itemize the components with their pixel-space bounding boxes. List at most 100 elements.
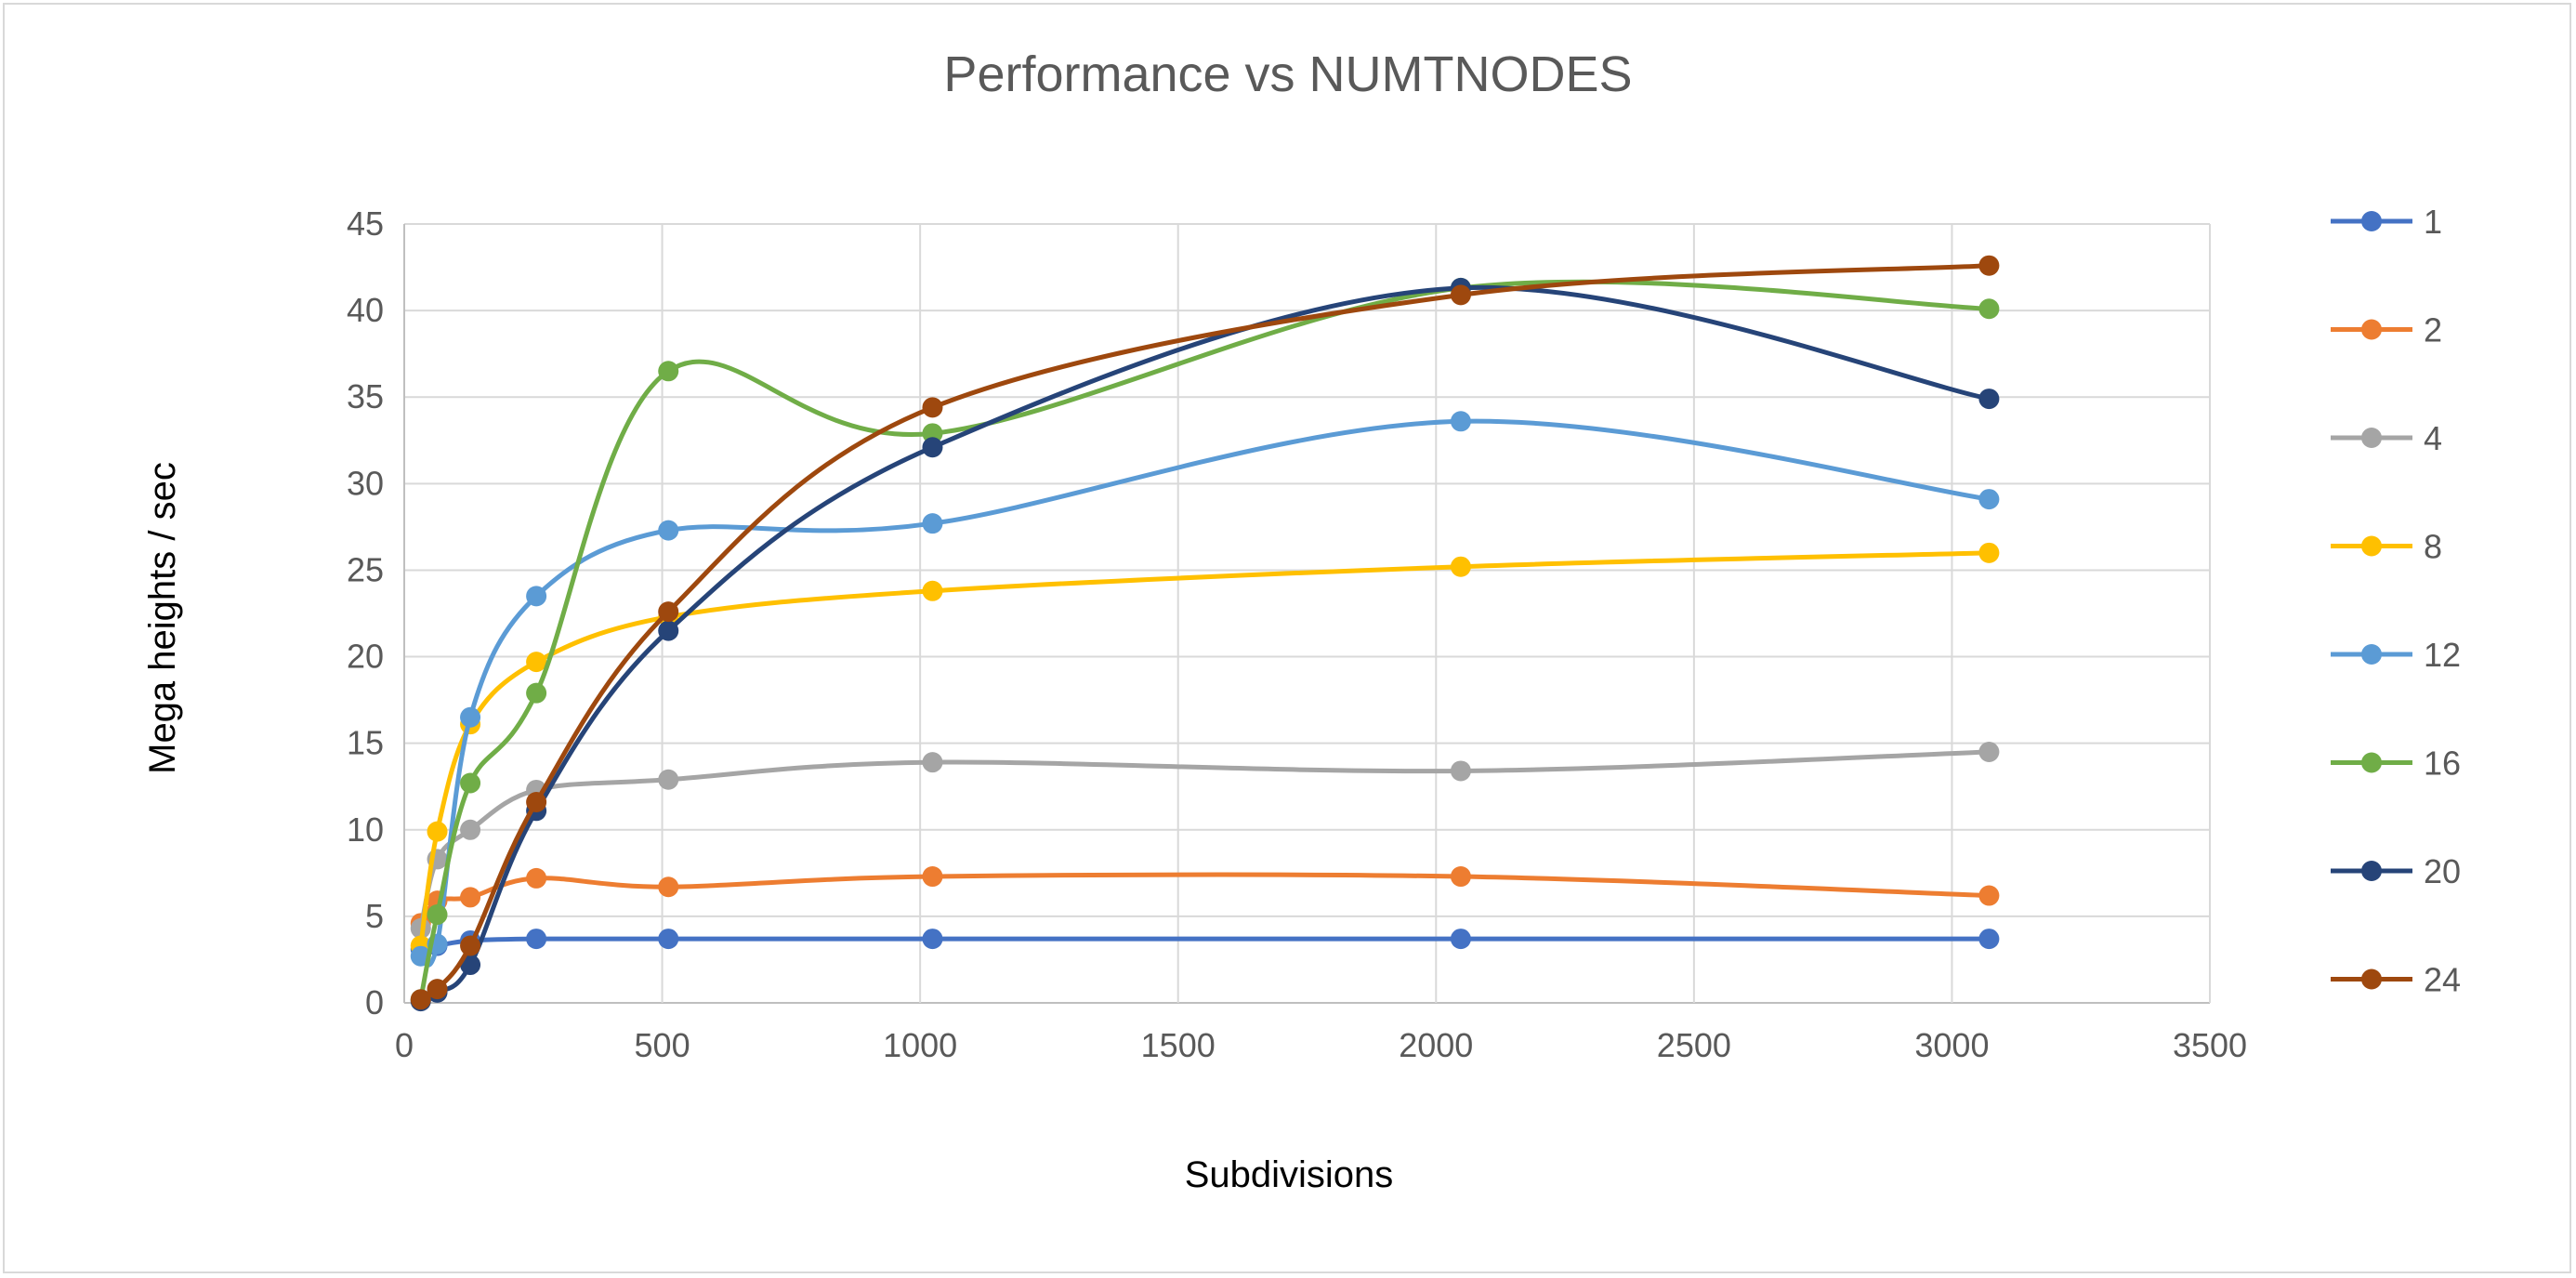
data-point: [1978, 389, 2000, 410]
series-1: [410, 929, 2000, 960]
data-point: [526, 586, 547, 607]
data-point: [460, 887, 481, 908]
data-point: [526, 929, 547, 950]
series-line-8: [418, 550, 1990, 946]
legend-swatch-marker: [2361, 644, 2382, 665]
series-24: [410, 255, 2000, 1010]
x-tick-label: 2000: [1399, 1026, 1473, 1064]
legend-entry-12: 12: [2331, 636, 2461, 674]
data-point: [1978, 542, 2000, 563]
legend-label: 24: [2424, 961, 2461, 999]
y-axis-title: Mega heights / sec: [142, 462, 183, 774]
data-point: [658, 601, 679, 623]
legend-label: 8: [2424, 528, 2442, 566]
data-point: [526, 791, 547, 812]
series-2: [410, 866, 2000, 934]
x-tick-label: 1000: [883, 1026, 957, 1064]
y-tick-label: 15: [347, 724, 384, 762]
y-tick-label: 5: [365, 897, 384, 935]
series-16: [410, 277, 2000, 1010]
data-point: [460, 955, 481, 976]
legend-entry-16: 16: [2331, 744, 2461, 783]
data-point: [460, 772, 481, 794]
legend-swatch-marker: [2361, 535, 2382, 557]
x-tick-label: 2500: [1657, 1026, 1731, 1064]
x-tick-label: 500: [635, 1026, 690, 1064]
data-point: [410, 989, 431, 1010]
y-tick-label: 30: [347, 464, 384, 502]
y-tick-label: 35: [347, 377, 384, 415]
legend-label: 4: [2424, 419, 2442, 457]
series-8: [410, 542, 2000, 956]
series-line-16: [418, 279, 1990, 1000]
chart-frame: [3, 3, 2571, 1273]
series-line-12: [418, 418, 1990, 968]
axes: 0 5 10 15 20 25 30 35 40 45 0 500 1000 1500 2000 2500 30…: [347, 204, 2247, 1064]
y-tick-label: 20: [347, 638, 384, 676]
legend-swatch-marker: [2361, 752, 2382, 773]
legend-swatch-marker: [2361, 211, 2382, 231]
legend-entry-2: 2: [2331, 311, 2442, 349]
data-point: [922, 929, 943, 950]
x-axis-title: Subdivisions: [1185, 1154, 1394, 1195]
x-tick-label: 1500: [1141, 1026, 1216, 1064]
data-point: [427, 821, 448, 842]
legend-label: 1: [2424, 203, 2442, 241]
data-point: [922, 752, 943, 773]
y-tick-label: 0: [365, 983, 384, 1021]
series-line-20: [419, 284, 1990, 1004]
legend-entry-20: 20: [2331, 852, 2461, 890]
data-point: [1978, 298, 2000, 320]
series-line-1: [420, 936, 1990, 952]
data-point: [658, 769, 679, 790]
y-tick-label: 45: [347, 204, 384, 243]
y-tick-label: 25: [347, 550, 384, 588]
legend-label: 12: [2424, 636, 2461, 674]
x-tick-label: 3500: [2173, 1026, 2247, 1064]
legend-entry-24: 24: [2331, 961, 2461, 999]
series-lines: [410, 255, 2000, 1012]
data-point: [427, 904, 448, 926]
data-point: [658, 361, 679, 382]
data-point: [922, 513, 943, 534]
data-point: [658, 620, 679, 641]
data-point: [922, 437, 943, 458]
legend-swatch-marker: [2361, 428, 2382, 448]
legend-swatch-marker: [2361, 319, 2382, 340]
data-point: [922, 866, 943, 888]
series-4: [410, 741, 2000, 939]
data-point: [1450, 866, 1471, 888]
y-tick-label: 10: [347, 810, 384, 849]
series-line-4: [418, 749, 1990, 929]
legend-entry-1: 1: [2331, 203, 2442, 241]
data-point: [460, 935, 481, 956]
data-point: [460, 819, 481, 840]
data-point: [658, 929, 679, 950]
chart-title: Performance vs NUMTNODES: [943, 46, 1632, 102]
data-point: [922, 397, 943, 418]
data-point: [1978, 885, 2000, 906]
legend-label: 2: [2424, 311, 2442, 349]
data-point: [658, 520, 679, 541]
x-tick-label: 3000: [1914, 1026, 1989, 1064]
y-tick-label: 40: [347, 291, 384, 329]
data-point: [1978, 929, 2000, 950]
legend-entry-8: 8: [2331, 528, 2442, 566]
data-point: [526, 682, 547, 704]
data-point: [1450, 556, 1471, 577]
data-point: [1978, 489, 2000, 510]
legend-swatch-marker: [2361, 861, 2382, 881]
data-point: [1978, 741, 2000, 762]
data-point: [658, 876, 679, 898]
data-point: [1450, 411, 1471, 432]
legend-label: 20: [2424, 852, 2461, 890]
data-point: [526, 652, 547, 673]
data-point: [1450, 284, 1471, 306]
x-tick-label: 0: [395, 1026, 414, 1064]
legend-swatch-marker: [2361, 968, 2382, 990]
data-point: [1978, 255, 2000, 276]
series-line-24: [419, 263, 1990, 1002]
data-point: [427, 979, 448, 1000]
